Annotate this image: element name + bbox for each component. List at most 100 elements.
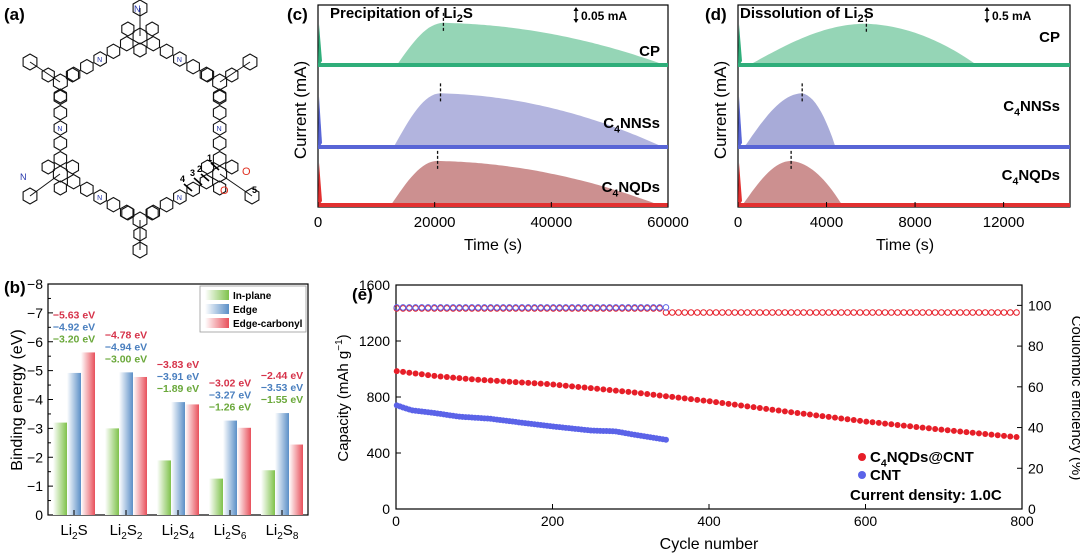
y-tick-label: −3 [27, 420, 43, 436]
capacity-point [637, 390, 644, 397]
efficiency-point [875, 309, 883, 316]
capacity-point [925, 425, 932, 432]
site-label: 1 [207, 153, 212, 163]
capacity-point [806, 411, 813, 418]
efficiency-point [837, 309, 845, 316]
y-tick-label: −6 [27, 334, 43, 350]
y2-tick-label: 40 [1028, 420, 1044, 436]
core-ring [213, 88, 227, 104]
x-tick-label: 12000 [983, 214, 1025, 231]
energy-annotation: −3.20 eV [53, 333, 95, 345]
capacity-point [700, 397, 707, 404]
capacity-point [481, 377, 488, 384]
top-nitrogen-label: N [134, 4, 141, 14]
efficiency-point [650, 304, 657, 311]
efficiency-point [950, 309, 958, 316]
x-category-label: Li2S [60, 522, 87, 542]
efficiency-point [762, 309, 770, 316]
core-ring [145, 21, 159, 37]
terminal-ring [244, 187, 260, 205]
capacity-point [857, 417, 864, 424]
capacity-point [750, 404, 757, 411]
energy-annotation: −1.26 eV [209, 402, 251, 414]
efficiency-point [787, 309, 795, 316]
aromatic-ring [106, 196, 121, 213]
aromatic-ring [159, 43, 174, 60]
legend-marker [858, 453, 866, 461]
efficiency-point [643, 304, 651, 311]
initial-spike [318, 162, 322, 207]
efficiency-point [424, 304, 432, 311]
efficiency-point [681, 309, 689, 316]
y-axis-label: Capacity (mAh g−1) [334, 334, 352, 461]
efficiency-point [537, 304, 545, 311]
capacity-point [875, 419, 882, 426]
nitrogen-label: N [177, 57, 182, 64]
y2-tick-label: 100 [1028, 297, 1052, 313]
aromatic-ring [212, 135, 227, 152]
site-label: 2 [197, 164, 202, 174]
efficiency-point [862, 309, 870, 316]
capacity-point [769, 406, 776, 413]
aromatic-ring [173, 51, 187, 67]
capacity-point [781, 408, 788, 415]
efficiency-point [956, 309, 964, 316]
panel-label-c: (c) [287, 5, 308, 24]
dissolution-chart: Dissolution of Li2S 0.5 mA CP C4NNSs C4NQD… [711, 4, 1071, 254]
efficiency-point [531, 304, 538, 311]
legend-swatch [205, 318, 229, 328]
nitrogen-label: N [97, 195, 102, 202]
panel-label-b: (b) [4, 278, 26, 297]
capacity-point [656, 392, 663, 399]
capacity-point [800, 410, 807, 417]
capacity-point [819, 413, 826, 420]
y-tick-label: −1 [27, 478, 43, 494]
capacity-point [863, 418, 870, 425]
x-category-label: Li2S2 [110, 522, 143, 542]
legend-label: Edge-carbonyl [233, 319, 303, 330]
efficiency-point [418, 304, 426, 311]
capacity-point [957, 428, 964, 435]
series-label-c4nqds: C4NQDs [1002, 167, 1060, 188]
capacity-point [512, 379, 519, 386]
core-ring [133, 42, 147, 58]
efficiency-point [499, 304, 507, 311]
efficiency-point [612, 304, 620, 311]
core-ring [132, 27, 148, 45]
efficiency-point [481, 304, 488, 311]
efficiency-point [700, 309, 707, 316]
terminal-ring [132, 0, 148, 17]
capacity-point [813, 412, 820, 419]
site-arrow [200, 173, 210, 182]
bar-edge-4 [275, 413, 289, 515]
energy-annotation: −4.92 eV [53, 321, 95, 333]
bar-in-plane-3 [209, 478, 223, 515]
capacity-point [493, 377, 500, 384]
aromatic-ring [53, 104, 68, 121]
y-tick-label: −7 [27, 305, 43, 321]
efficiency-point [618, 304, 626, 311]
efficiency-point [794, 309, 801, 316]
efficiency-point [562, 304, 570, 311]
capacity-point [731, 401, 738, 408]
y-axis-label: Binding energy (eV) [9, 329, 26, 470]
x-tick-label: 0 [392, 513, 400, 529]
efficiency-point [756, 309, 764, 316]
efficiency-point [600, 304, 607, 311]
efficiency-point [750, 309, 757, 316]
oxygen-label: O [220, 185, 229, 197]
bond-line [29, 173, 61, 197]
capacity-point [575, 383, 582, 390]
energy-annotation: −5.63 eV [53, 309, 95, 321]
efficiency-point [725, 309, 732, 316]
efficiency-point [994, 309, 1002, 316]
site-label: 5 [252, 185, 257, 195]
aromatic-ring [53, 120, 68, 136]
capacity-point [550, 381, 557, 388]
legend-label: C4NQDs@CNT [870, 449, 974, 470]
efficiency-point [769, 309, 776, 316]
capacity-point [594, 385, 601, 392]
core-ring [41, 67, 55, 83]
capacity-point [431, 372, 438, 379]
y-tick-label: 800 [367, 389, 391, 405]
